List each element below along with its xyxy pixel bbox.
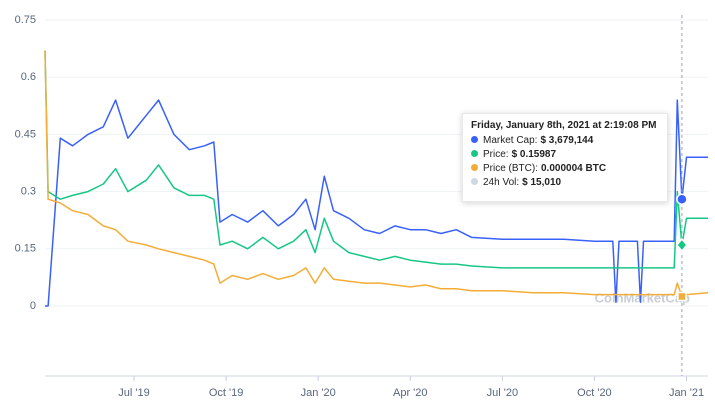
- tooltip-row: Price: $ 0.15987: [471, 148, 659, 162]
- y-tick-label: 0.75: [15, 14, 36, 26]
- tooltip-label: Price (BTC):: [483, 163, 538, 174]
- tooltip-value: $ 3,679,144: [540, 135, 594, 146]
- x-tick-label: Jul '20: [487, 387, 518, 399]
- y-tick-label: 0.6: [21, 71, 36, 83]
- series-line: [44, 50, 708, 269]
- x-tick-label: Apr '20: [393, 387, 428, 399]
- tooltip-dot: [471, 150, 478, 157]
- tooltip-label: Price:: [483, 149, 509, 160]
- x-tick-label: Oct '20: [577, 387, 612, 399]
- tooltip-row: Price (BTC): 0.000004 BTC: [471, 162, 659, 176]
- tooltip-label: 24h Vol:: [483, 177, 520, 188]
- x-tick-label: Jan '20: [301, 387, 336, 399]
- tooltip-title: Friday, January 8th, 2021 at 2:19:08 PM: [471, 120, 657, 131]
- y-tick-label: 0: [30, 300, 36, 312]
- series-line: [45, 99, 708, 307]
- hover-marker: [675, 237, 688, 253]
- tooltip-row: Market Cap: $ 3,679,144: [471, 134, 659, 148]
- tooltip-value: $ 15,010: [522, 177, 562, 188]
- tooltip-value: $ 0.15987: [511, 149, 557, 160]
- hover-marker: [677, 291, 687, 302]
- y-tick-label: 0.3: [21, 186, 36, 198]
- x-tick-label: Jul '19: [118, 387, 149, 399]
- tooltip-value: 0.000004 BTC: [541, 163, 607, 174]
- hover-marker: [676, 193, 688, 205]
- watermark: CoinMarketCap: [595, 290, 690, 305]
- tooltip-dot: [471, 178, 478, 185]
- x-tick-label: Jan '21: [669, 387, 704, 399]
- y-tick-label: 0.45: [15, 128, 36, 140]
- y-tick-label: 0.15: [15, 243, 36, 255]
- x-tick-label: Oct '19: [209, 387, 244, 399]
- series-line: [44, 50, 709, 298]
- tooltip-label: Market Cap:: [483, 135, 538, 146]
- tooltip-dot: [471, 164, 478, 171]
- tooltip: Friday, January 8th, 2021 at 2:19:08 PM …: [462, 113, 668, 202]
- tooltip-dot: [471, 136, 478, 143]
- tooltip-row: 24h Vol: $ 15,010: [471, 176, 659, 190]
